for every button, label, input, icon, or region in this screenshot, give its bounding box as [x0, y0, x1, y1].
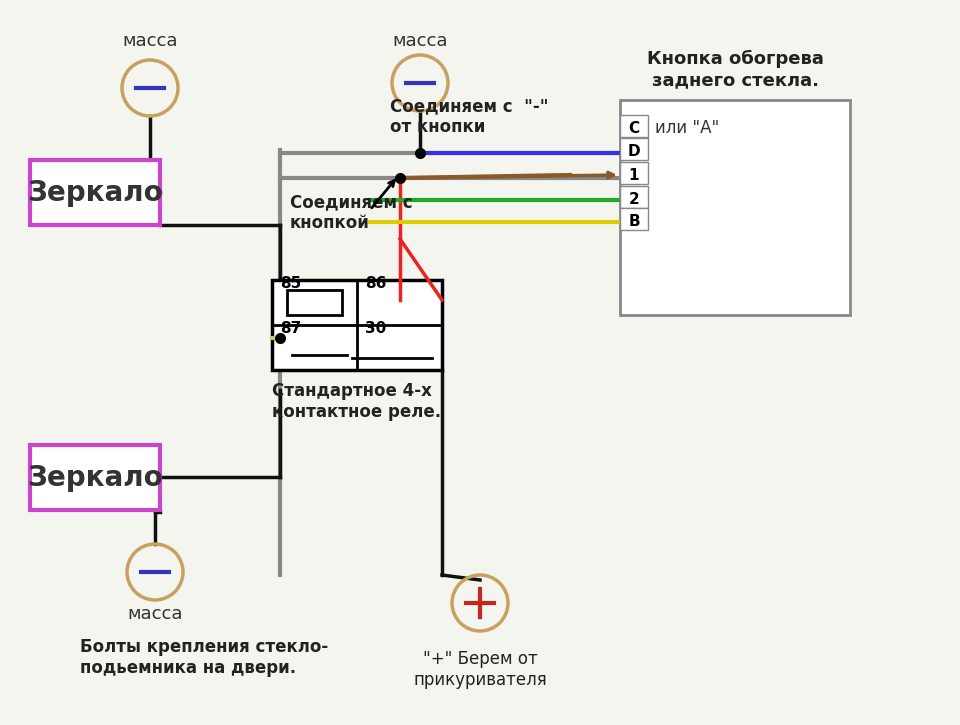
Text: Зеркало: Зеркало	[27, 178, 163, 207]
Text: 85: 85	[280, 276, 301, 291]
FancyBboxPatch shape	[620, 208, 648, 230]
Text: D: D	[628, 144, 640, 159]
Text: 30: 30	[365, 321, 386, 336]
FancyBboxPatch shape	[620, 115, 648, 137]
FancyBboxPatch shape	[620, 186, 648, 208]
Text: "+" Берем от
прикуривателя: "+" Берем от прикуривателя	[413, 650, 547, 689]
Text: Зеркало: Зеркало	[27, 463, 163, 492]
Text: или "А": или "А"	[655, 119, 719, 137]
Text: Соединяем с  "-"
от кнопки: Соединяем с "-" от кнопки	[390, 97, 548, 136]
Text: 87: 87	[280, 321, 301, 336]
Text: масса: масса	[122, 32, 178, 50]
Text: Стандартное 4-х
контактное реле.: Стандартное 4-х контактное реле.	[272, 382, 442, 420]
FancyBboxPatch shape	[287, 290, 342, 315]
Text: масса: масса	[128, 605, 182, 623]
Text: Кнопка обогрева
заднего стекла.: Кнопка обогрева заднего стекла.	[647, 50, 824, 89]
Text: B: B	[628, 213, 639, 228]
Text: Болты крепления стекло-
подьемника на двери.: Болты крепления стекло- подьемника на дв…	[80, 638, 328, 677]
FancyBboxPatch shape	[272, 280, 442, 370]
FancyBboxPatch shape	[30, 445, 160, 510]
FancyBboxPatch shape	[620, 162, 648, 184]
Text: 2: 2	[629, 191, 639, 207]
Text: Соединяем с
кнопкой: Соединяем с кнопкой	[290, 193, 413, 232]
Text: 86: 86	[365, 276, 386, 291]
FancyBboxPatch shape	[620, 138, 648, 160]
FancyBboxPatch shape	[620, 100, 850, 315]
FancyBboxPatch shape	[30, 160, 160, 225]
Text: C: C	[629, 120, 639, 136]
Text: масса: масса	[393, 32, 447, 50]
Text: 1: 1	[629, 167, 639, 183]
